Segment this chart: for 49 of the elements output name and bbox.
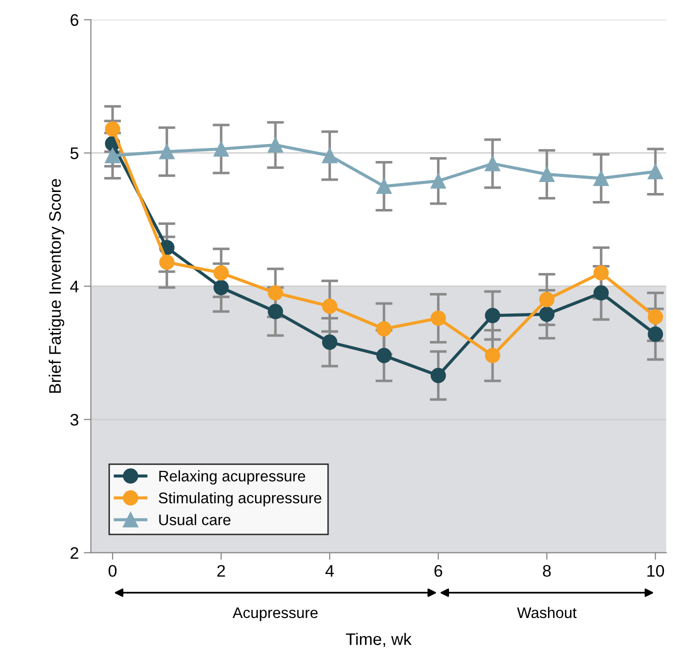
y-tick-label: 3 [70, 414, 78, 426]
legend-label: Stimulating acupressure [158, 492, 322, 506]
point [159, 254, 174, 270]
point [648, 326, 664, 342]
point [159, 144, 174, 160]
point [593, 170, 609, 186]
x-tick-label: 10 [647, 564, 664, 577]
x-tick-label: 4 [325, 565, 334, 577]
point [593, 285, 609, 301]
point [484, 156, 500, 172]
point [484, 308, 500, 324]
x-tick-label: 8 [542, 564, 551, 577]
legend-label: Usual care [159, 514, 230, 526]
y-tick-label: 2 [70, 547, 78, 559]
x-tick-label: 2 [217, 564, 225, 577]
point [648, 164, 664, 180]
point [322, 148, 338, 164]
point [214, 141, 229, 157]
point [376, 178, 392, 194]
text: Acupressure [232, 607, 318, 622]
point [593, 265, 609, 281]
point [268, 304, 284, 320]
text: Washout [517, 606, 577, 618]
y-axis-title: Brief Fatigue Inventory Score [48, 179, 64, 393]
x-tick-label: 0 [108, 564, 117, 577]
point [430, 173, 446, 189]
point [268, 285, 284, 301]
legend-label: Relaxing acupressure [159, 470, 306, 485]
point [376, 348, 392, 364]
point [214, 280, 229, 296]
point [539, 166, 554, 182]
point [322, 298, 338, 314]
point [430, 368, 446, 384]
y-tick-label: 6 [70, 14, 78, 26]
point [430, 310, 446, 326]
point [268, 137, 284, 153]
point [648, 309, 664, 325]
point [376, 321, 392, 337]
point [214, 265, 229, 281]
point [484, 348, 500, 364]
x-axis-title: Time, wk [346, 632, 412, 648]
point [104, 121, 120, 137]
point [322, 334, 338, 350]
x-tick-label: 6 [434, 564, 442, 577]
y-tick-label: 5 [70, 148, 78, 160]
point [104, 148, 120, 164]
point [539, 306, 554, 322]
point [539, 292, 554, 308]
y-tick-label: 4 [70, 280, 79, 292]
